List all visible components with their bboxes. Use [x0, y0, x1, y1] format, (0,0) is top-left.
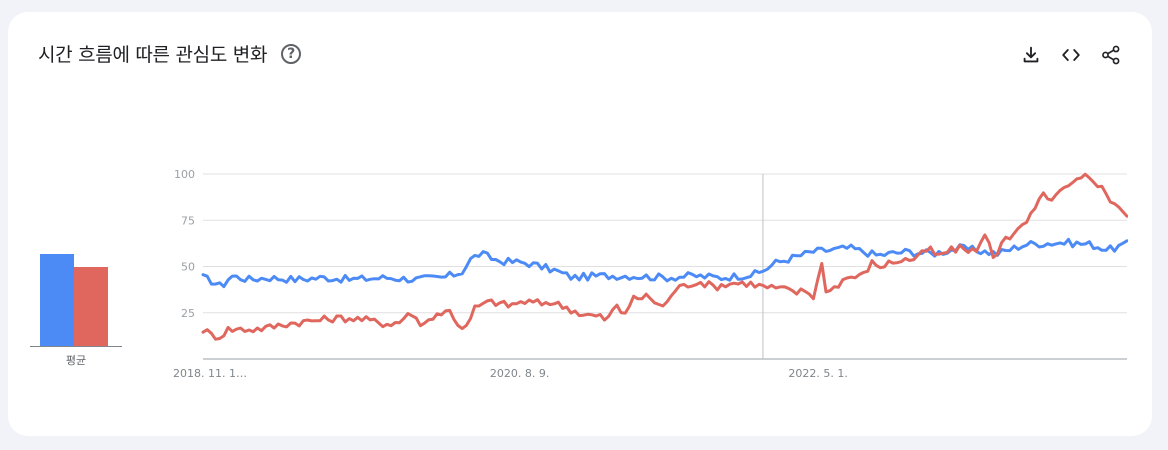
share-button[interactable]	[1100, 44, 1122, 66]
y-tick-label: 25	[181, 307, 195, 320]
x-tick-label: 2022. 5. 1.	[788, 367, 847, 380]
x-tick-label: 2020. 8. 9.	[490, 367, 549, 380]
card-title: 시간 흐름에 따른 관심도 변화	[38, 44, 268, 66]
series-line-blue	[201, 237, 1128, 289]
card-actions	[1020, 44, 1122, 66]
code-icon	[1062, 49, 1080, 61]
y-tick-label: 100	[174, 168, 195, 181]
average-label: 평균	[65, 354, 87, 367]
average-baseline	[30, 346, 122, 347]
x-tick-label: 2018. 11. 1…	[173, 367, 247, 380]
series-line-red	[201, 172, 1128, 341]
average-panel: 평균	[30, 240, 122, 380]
embed-button[interactable]	[1060, 44, 1082, 66]
share-icon	[1102, 45, 1120, 65]
interest-over-time-card: 시간 흐름에 따른 관심도 변화 ? 평균	[8, 12, 1152, 436]
y-tick-label: 50	[181, 261, 195, 274]
average-bar-blue	[40, 254, 74, 346]
y-tick-label: 75	[181, 214, 195, 227]
download-icon	[1023, 46, 1039, 63]
interest-line-chart[interactable]: 100 75 50 25 2018. 11. 1… 2020. 8. 9. 2022. 5.…	[158, 152, 1128, 382]
download-button[interactable]	[1020, 44, 1042, 66]
question-circle-icon[interactable]: ?	[281, 43, 302, 64]
average-bar-red	[74, 266, 108, 346]
card-header: 시간 흐름에 따른 관심도 변화 ?	[38, 40, 302, 67]
